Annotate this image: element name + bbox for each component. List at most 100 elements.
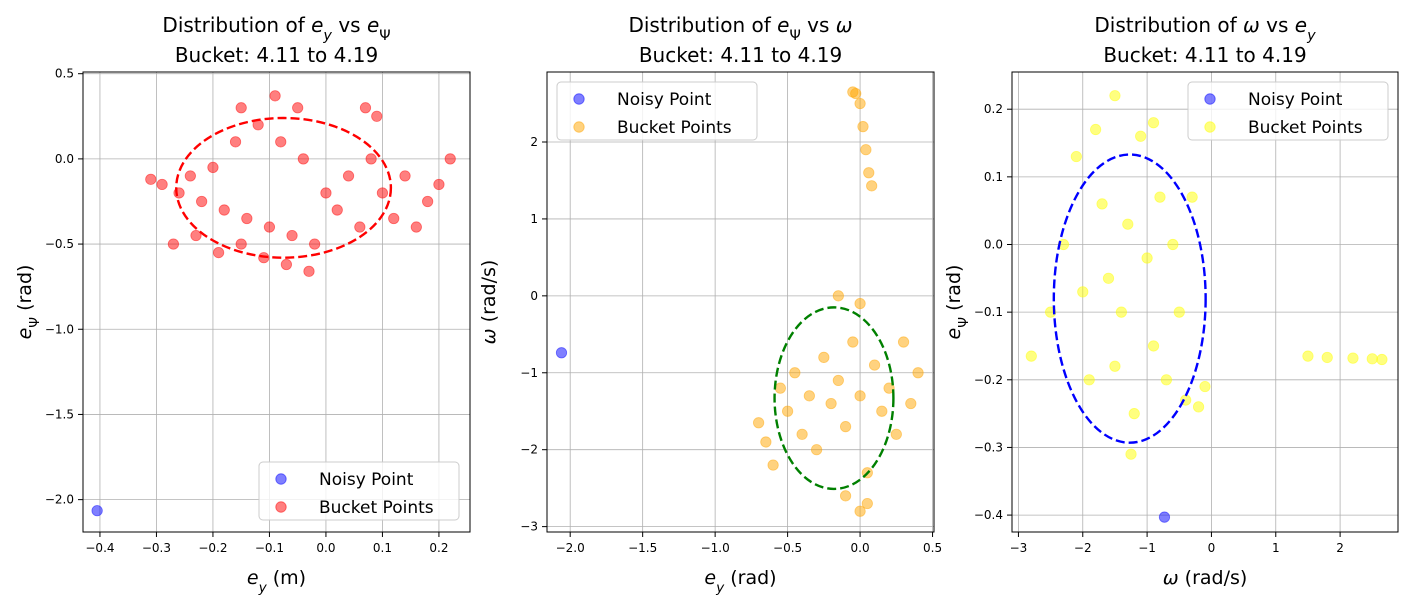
axes-frame — [546, 71, 935, 533]
bucket-point-marker — [1122, 218, 1134, 230]
x-tick-label: −1.5 — [628, 541, 657, 555]
bucket-point-marker — [376, 187, 389, 199]
y-tick-label: −1.5 — [45, 407, 74, 421]
y-tick-label: 2 — [530, 135, 538, 149]
axes-frame — [82, 71, 471, 533]
chart-subtitle: Bucket: 4.11 to 4.19 — [175, 43, 378, 67]
legend-label: Bucket Points — [1248, 118, 1363, 138]
bucket-point-marker — [388, 212, 400, 225]
bucket-point-marker — [1154, 191, 1166, 203]
bucket-point-marker — [184, 170, 196, 182]
bucket-point-marker — [156, 178, 168, 191]
x-tick-label: −0.5 — [773, 541, 802, 555]
y-tick-label: 0.5 — [55, 67, 74, 81]
bucket-point-marker — [1083, 374, 1095, 386]
bucket-point-marker — [905, 397, 917, 410]
bucket-point-marker — [1321, 351, 1333, 364]
confidence-ellipse — [1052, 153, 1207, 444]
chart-panel-3: −3 −2 −1 0 1 2 −0.4 −0.3 −0.2 −0.1 0.0 0.1 0.2 Distri… — [943, 13, 1399, 589]
y-tick-label: −0.3 — [974, 440, 1003, 454]
bucket-point-marker — [1102, 272, 1115, 284]
bucket-point-marker — [832, 374, 844, 387]
bucket-point-marker — [207, 161, 219, 174]
bucket-point-marker — [359, 102, 372, 114]
confidence-ellipse — [175, 116, 393, 259]
legend: Noisy Point Bucket Points — [556, 81, 758, 141]
bucket-point-marker — [753, 417, 765, 429]
legend-noisy-marker — [1204, 93, 1216, 105]
bucket-point-marker — [863, 167, 875, 179]
bucket-point-marker — [854, 297, 866, 310]
bucket-point-marker — [1128, 408, 1140, 420]
bucket-point-marker — [767, 459, 779, 471]
bucket-point-marker — [422, 195, 434, 208]
y-tick-label: 0.1 — [984, 170, 1003, 184]
bucket-point-marker — [1376, 353, 1388, 366]
bucket-point-marker — [263, 221, 276, 233]
bucket-point-marker — [1070, 150, 1082, 163]
x-tick-label: −0.1 — [255, 541, 284, 555]
y-tick-label: 0.0 — [984, 238, 1003, 252]
bucket-point-marker — [890, 428, 902, 440]
bucket-point-marker — [839, 421, 852, 433]
x-tick-label: 1 — [1272, 541, 1280, 555]
bucket-point-marker — [818, 351, 830, 363]
chart-title: Distribution of ey vs eΨ — [162, 13, 390, 44]
y-tick-label: −1.0 — [45, 322, 74, 336]
x-tick-label: 0.0 — [851, 541, 870, 555]
bucket-point-marker — [782, 405, 794, 417]
x-tick-label: 0.0 — [316, 541, 335, 555]
legend-label: Noisy Point — [319, 470, 414, 490]
bucket-point-marker — [444, 153, 456, 165]
bucket-point-marker — [857, 121, 869, 133]
x-axis-label: ey (m) — [247, 567, 306, 596]
chart-subtitle: Bucket: 4.11 to 4.19 — [639, 43, 842, 67]
bucket-point-marker — [1167, 238, 1179, 251]
bucket-point-marker — [365, 153, 377, 165]
legend-label: Bucket Points — [319, 498, 434, 518]
x-tick-label: 2 — [1336, 541, 1344, 555]
bucket-point-marker — [241, 212, 253, 225]
x-tick-label: 0 — [1208, 541, 1216, 555]
bucket-point-marker — [1135, 130, 1147, 142]
bucket-point-marker — [847, 336, 859, 348]
bucket-point-marker — [218, 204, 230, 216]
bucket-point-marker — [371, 110, 383, 122]
noisy-point-marker — [91, 505, 103, 517]
x-tick-label: 0.2 — [429, 541, 448, 555]
bucket-point-marker — [1160, 374, 1173, 386]
y-tick-label: −2 — [520, 443, 538, 457]
bucket-point-marker — [196, 195, 208, 208]
bucket-point-marker — [229, 136, 242, 148]
bucket-point-marker — [190, 229, 202, 242]
bucket-point-marker — [1141, 252, 1153, 264]
legend: Noisy Point Bucket Points — [258, 461, 460, 521]
points-layer — [91, 90, 456, 517]
x-tick-label: 0.5 — [923, 541, 942, 555]
bucket-point-marker — [1302, 350, 1314, 362]
legend-noisy-marker — [573, 93, 585, 105]
y-tick-label: 0.2 — [984, 102, 1003, 116]
bucket-point-marker — [1096, 198, 1108, 210]
legend-box — [556, 81, 758, 141]
bucket-point-marker — [1186, 191, 1198, 203]
bucket-point-marker — [868, 359, 881, 371]
bucket-point-marker — [303, 265, 315, 277]
noisy-point-marker — [555, 347, 568, 359]
bucket-point-marker — [275, 136, 287, 148]
legend-noisy-marker — [275, 473, 287, 485]
bucket-point-marker — [866, 180, 878, 192]
legend-box — [258, 461, 460, 521]
bucket-point-marker — [1147, 340, 1160, 352]
bucket-point-marker — [331, 204, 343, 216]
x-tick-label: −2 — [1074, 541, 1092, 555]
bucket-point-marker — [803, 390, 815, 402]
x-tick-label: −0.2 — [198, 541, 227, 555]
chart-title: Distribution of ω vs ey — [1094, 13, 1316, 44]
bucket-point-marker — [1025, 350, 1037, 362]
plot-area — [83, 72, 470, 532]
bucket-point-marker — [1090, 123, 1102, 136]
bucket-point-marker — [854, 97, 866, 110]
x-tick-label: −2.0 — [556, 541, 585, 555]
